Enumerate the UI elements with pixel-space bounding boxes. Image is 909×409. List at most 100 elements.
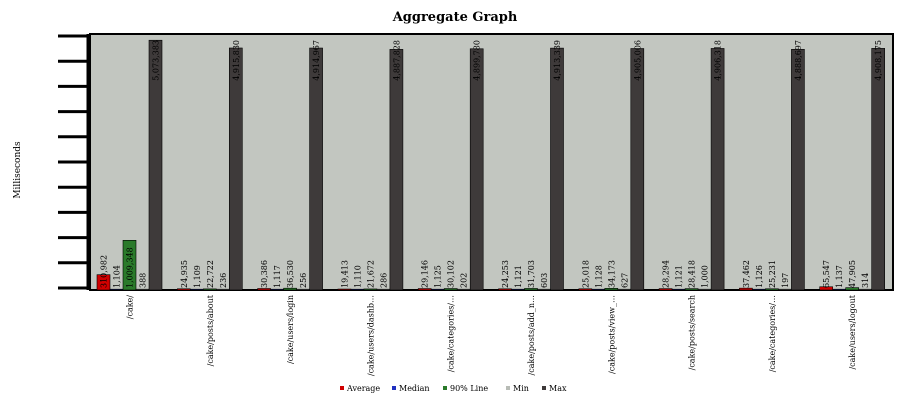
bar-median [430, 288, 445, 291]
legend-swatch-min [506, 386, 510, 390]
value-label-90-line: 21,672 [366, 260, 375, 288]
value-label-median: 1,117 [273, 265, 282, 288]
legend-label-min: Min [513, 384, 529, 393]
bar-average [337, 288, 352, 291]
value-label-average: 310,982 [100, 255, 109, 288]
value-label-min: 627 [620, 273, 629, 288]
category-label: /cake/users/logout [848, 294, 857, 369]
value-label-90-line: 47,905 [848, 260, 857, 288]
value-label-median: 1,110 [353, 265, 362, 288]
bar-max [148, 39, 163, 291]
value-label-min: 202 [460, 273, 469, 288]
value-label-90-line: 1,009,348 [126, 247, 135, 288]
value-label-median: 1,121 [514, 265, 523, 288]
bar-average [819, 286, 834, 291]
bar-average [498, 288, 512, 291]
bar-max [550, 47, 564, 291]
chart-title: Aggregate Graph [392, 10, 518, 25]
value-label-average: 24,935 [180, 260, 189, 288]
bar-min [537, 288, 551, 291]
value-label-median: 1,125 [434, 265, 443, 288]
value-label-average: 25,018 [581, 260, 590, 288]
value-label-max: 4,913,339 [553, 40, 562, 81]
legend-swatch-max [542, 386, 546, 390]
bar-min [697, 288, 712, 291]
value-label-min: 388 [139, 273, 148, 288]
legend-label-median: Median [399, 384, 430, 393]
category-label: /cake/ [126, 295, 135, 320]
category-label: /cake/posts/about [206, 294, 215, 366]
value-label-max: 4,887,828 [392, 40, 401, 81]
value-label-90-line: 34,173 [607, 260, 616, 288]
bar-max [791, 49, 805, 291]
category-label: /cake/posts/search [688, 295, 697, 370]
bar-90-line [363, 288, 378, 291]
value-label-average: 30,386 [260, 260, 269, 288]
y-axis [58, 34, 90, 290]
bar-median [752, 288, 766, 291]
value-label-average: 29,146 [421, 260, 430, 288]
value-label-median: 1,137 [835, 265, 844, 288]
legend-swatch-90-line [443, 386, 447, 390]
value-label-min: 314 [861, 273, 870, 288]
category-label: /cake/categories/… [768, 295, 777, 372]
value-label-max: 4,888,697 [794, 40, 803, 81]
value-label-min: 256 [299, 273, 308, 288]
bar-max [469, 48, 484, 291]
legend-label-average: Average [346, 384, 380, 393]
bar-median [511, 288, 525, 291]
category-label: /cake/categories/… [447, 295, 456, 372]
bar-90-line [203, 288, 217, 291]
value-label-min: 197 [781, 273, 790, 288]
bar-min [216, 288, 230, 291]
value-label-max: 5,073,383 [152, 40, 161, 81]
bar-min [858, 288, 873, 291]
value-label-min: 286 [379, 273, 388, 288]
value-label-median: 1,128 [594, 265, 603, 288]
bar-max [871, 48, 886, 291]
value-label-90-line: 30,102 [447, 260, 456, 288]
bar-90-line [122, 240, 137, 291]
value-label-average: 24,253 [501, 260, 510, 288]
y-axis-label: Milliseconds [13, 141, 23, 199]
value-label-max: 4,906,318 [714, 40, 723, 81]
value-label-average: 65,547 [822, 260, 831, 288]
value-label-min: 1,000 [701, 265, 710, 288]
value-label-90-line: 22,722 [206, 260, 215, 288]
value-label-average: 28,294 [662, 260, 671, 288]
value-label-90-line: 25,231 [768, 260, 777, 288]
value-label-min: 236 [219, 273, 228, 288]
bar-min [296, 288, 310, 291]
bar-min [376, 288, 391, 291]
value-label-max: 4,905,006 [633, 40, 642, 81]
category-labels: /cake/ /cake/posts/about/cake/users/login… [126, 294, 858, 376]
bar-median [109, 288, 124, 291]
value-label-90-line: 31,703 [527, 260, 536, 288]
bar-median [190, 288, 204, 291]
bar-max [389, 49, 404, 291]
value-label-90-line: 36,530 [286, 260, 295, 288]
legend-label-max: Max [549, 384, 567, 393]
legend-swatch-average [340, 386, 344, 390]
value-label-median: 1,109 [193, 265, 202, 288]
bar-median [591, 288, 606, 291]
bar-min [617, 288, 632, 291]
legend-swatch-median [392, 386, 396, 390]
bar-median [350, 288, 365, 291]
category-label: /cake/posts/add_n… [527, 295, 536, 375]
value-label-average: 19,413 [340, 260, 349, 288]
plot-area [89, 33, 894, 291]
bar-max [309, 47, 323, 291]
legend-label-90-line: 90% Line [450, 384, 488, 393]
legend: Average Median 90% Line Min Max [340, 384, 567, 393]
bar-average [96, 274, 111, 291]
value-label-90-line: 28,418 [688, 260, 697, 288]
category-label: /cake/posts/view_… [607, 295, 616, 374]
value-label-median: 1,126 [755, 265, 764, 288]
bar-median [671, 288, 686, 291]
category-label: /cake/users/dashb… [366, 295, 375, 376]
value-label-average: 37,462 [742, 260, 751, 288]
value-label-median: 1,121 [675, 265, 684, 288]
